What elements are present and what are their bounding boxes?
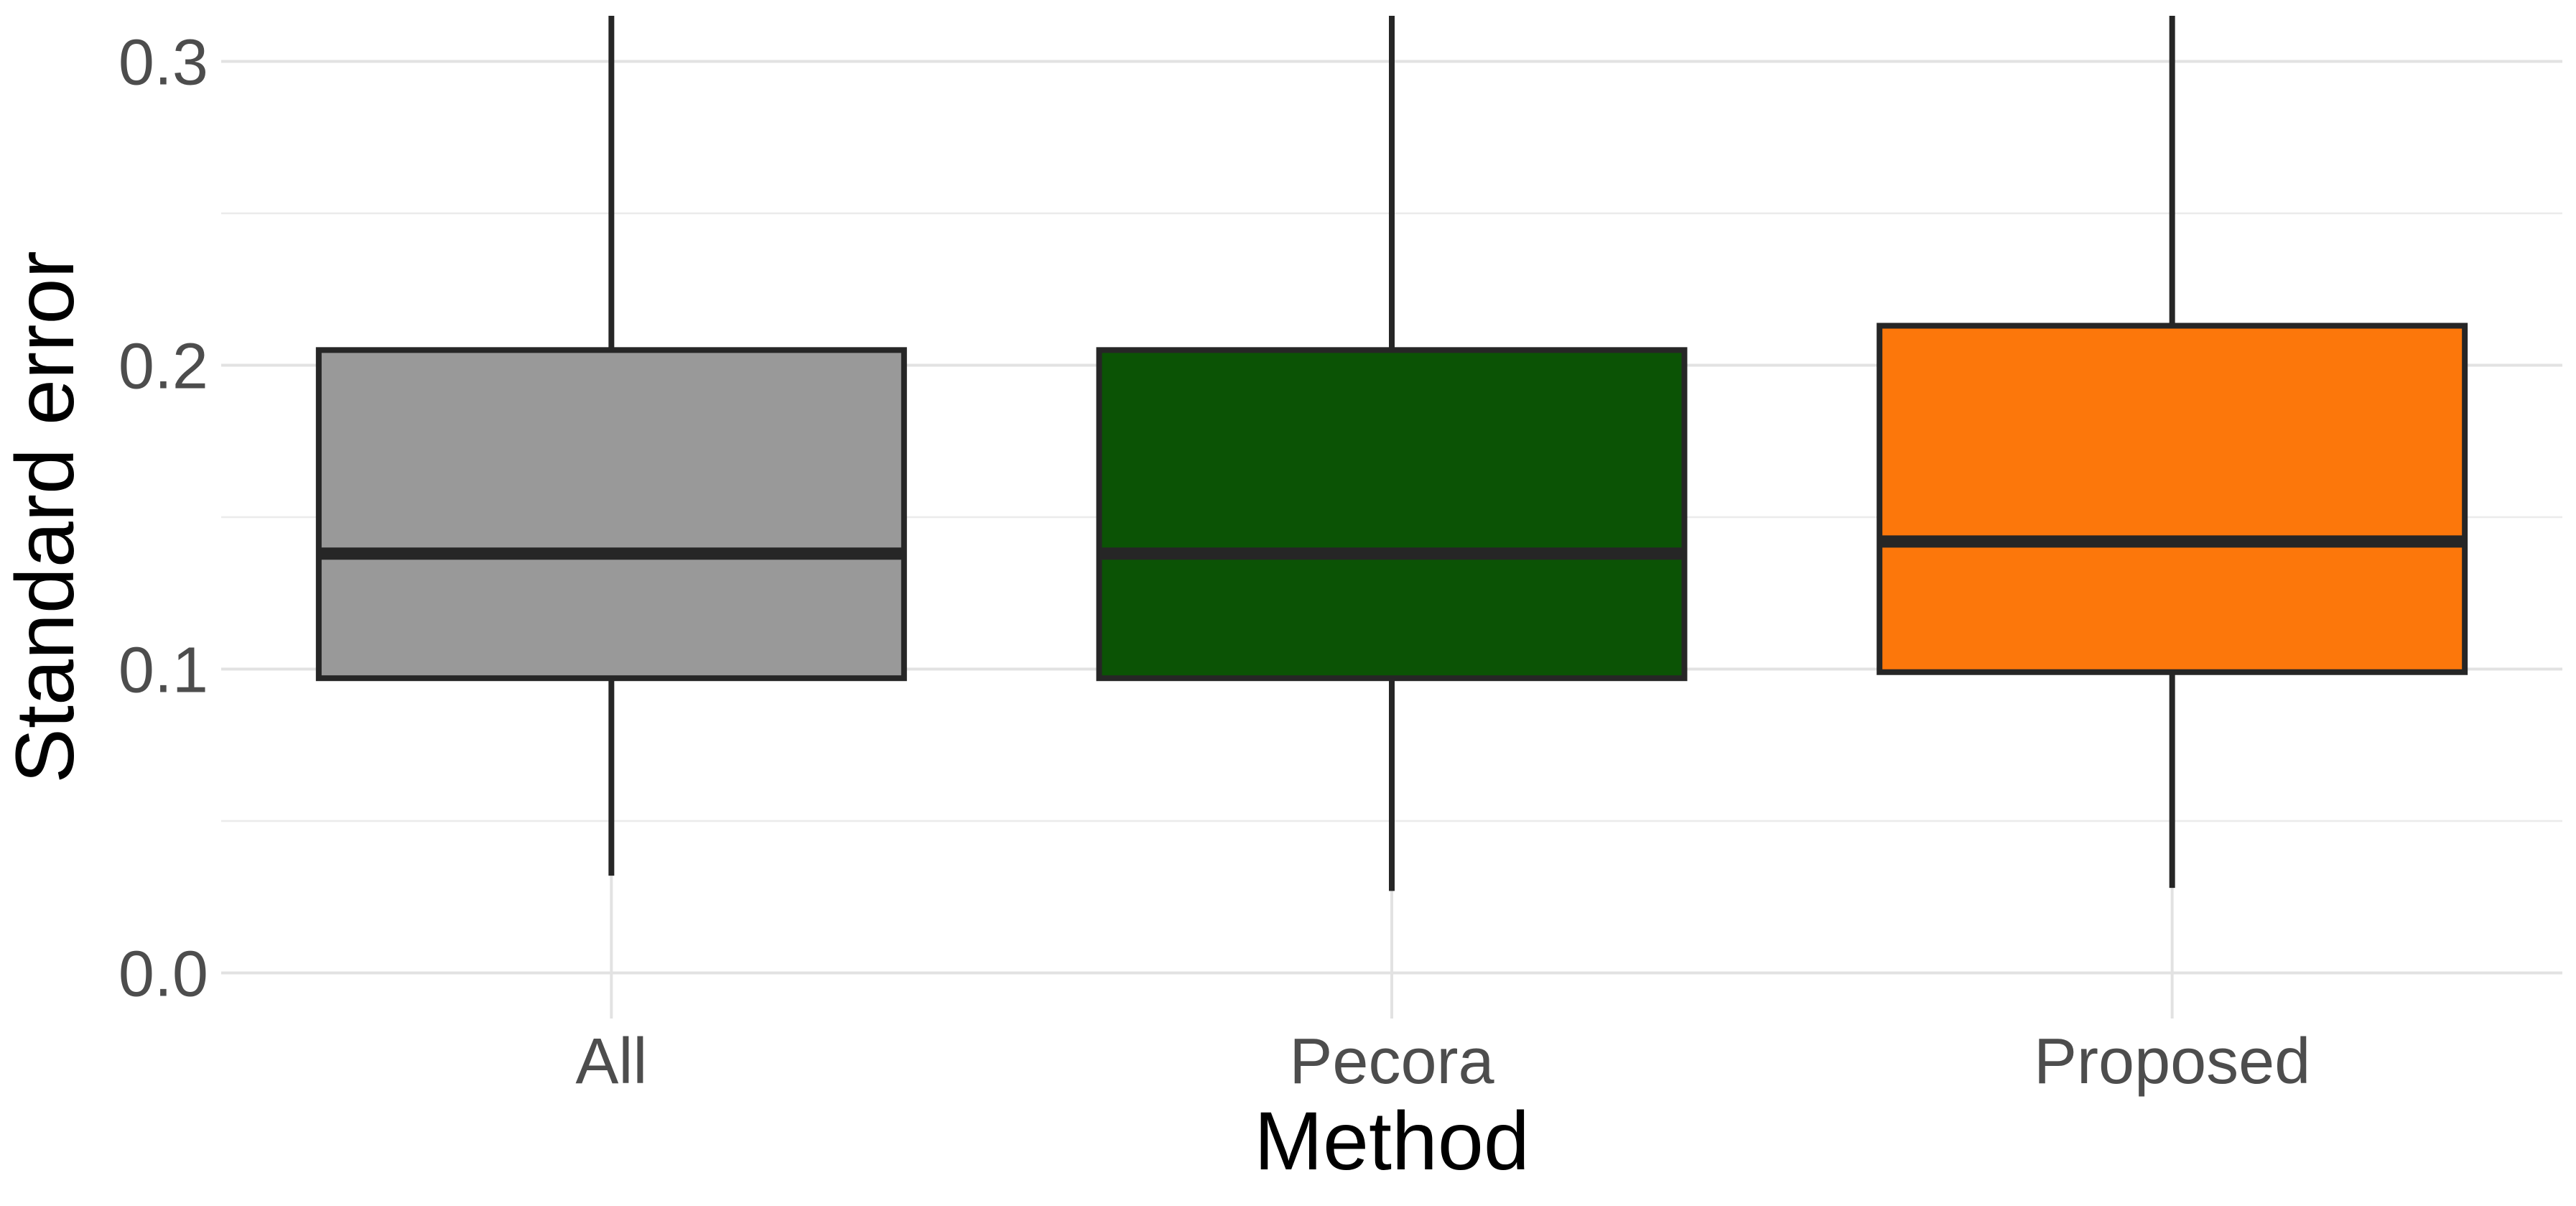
y-tick-label: 0.2 (118, 330, 208, 402)
y-axis-title: Standard error (0, 251, 91, 784)
x-axis-ticks: All Pecora Proposed (575, 1026, 2310, 1098)
box-iqr (1877, 323, 2468, 675)
box-iqr (315, 347, 907, 682)
box-proposed (1877, 16, 2468, 889)
y-axis-ticks: 0.0 0.1 0.2 0.3 (118, 27, 208, 1010)
x-tick-label: Proposed (2034, 1026, 2310, 1098)
x-tick-label: Pecora (1289, 1026, 1494, 1098)
x-tick-label: All (575, 1026, 647, 1098)
y-tick-label: 0.0 (118, 939, 208, 1011)
box-pecora (1096, 16, 1688, 891)
y-tick-label: 0.1 (118, 635, 208, 707)
y-tick-label: 0.3 (118, 27, 208, 98)
x-axis-title: Method (1254, 1095, 1530, 1187)
box-all (315, 16, 907, 876)
box-iqr (1096, 347, 1688, 682)
box-series (315, 16, 2468, 891)
